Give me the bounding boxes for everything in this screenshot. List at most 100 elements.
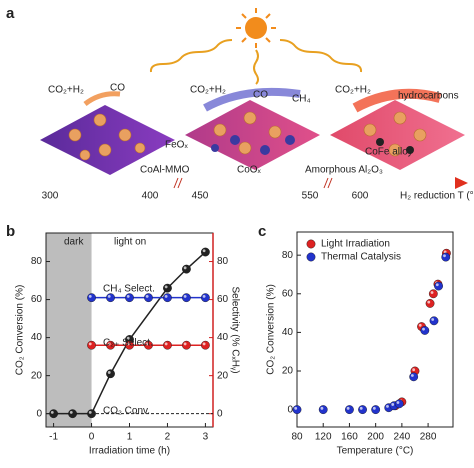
x-tick-label: 1 xyxy=(127,432,133,443)
legend-marker xyxy=(306,239,316,249)
point-highlight xyxy=(418,323,422,327)
point-highlight xyxy=(202,249,206,253)
data-point xyxy=(345,405,354,415)
reactant: CO₂+H₂ xyxy=(190,85,226,96)
data-point xyxy=(409,372,419,382)
point-highlight xyxy=(386,404,389,408)
data-point xyxy=(125,293,134,303)
product-arrow xyxy=(352,88,442,113)
temperature-tick: 600 xyxy=(352,191,369,202)
product: CH₄ xyxy=(292,94,311,105)
point-highlight xyxy=(145,294,149,298)
y-tick-label: 40 xyxy=(282,327,294,338)
catalyst-slab xyxy=(40,105,175,175)
point-highlight xyxy=(145,342,149,346)
material: Amorphous Al₂O₃ xyxy=(305,165,383,176)
point-highlight xyxy=(391,403,395,406)
point-highlight xyxy=(294,406,298,410)
annotation: light on xyxy=(114,237,146,248)
temperature-tick: 400 xyxy=(142,191,159,202)
data-point xyxy=(201,247,210,257)
data-point xyxy=(201,293,210,303)
point-highlight xyxy=(107,342,111,346)
y2-tick-label: 20 xyxy=(217,370,229,381)
legend-label: Thermal Catalysis xyxy=(321,252,401,263)
shaded-region xyxy=(46,233,92,427)
diagram-labels: CO₂+H₂ CO₂+H₂ CO₂+H₂ CO CO CH₄ hydrocarbons FeO… xyxy=(42,83,474,202)
point-highlight xyxy=(88,294,92,298)
annotation: CO₂ Conv. xyxy=(103,406,150,417)
y-tick-label: 60 xyxy=(31,294,43,305)
point-highlight xyxy=(422,327,425,331)
y2-tick-label: 60 xyxy=(217,294,229,305)
annotation: CH₄ Select. xyxy=(103,284,155,295)
material: CoAl-MMO xyxy=(140,165,190,176)
data-point xyxy=(49,409,58,419)
data-point xyxy=(434,281,443,291)
point-highlight xyxy=(88,410,92,414)
x-tick-label: 240 xyxy=(394,432,411,443)
reactant: CO₂+H₂ xyxy=(335,85,371,96)
point-highlight xyxy=(346,406,350,410)
data-point xyxy=(394,399,404,409)
point-highlight xyxy=(126,336,130,340)
y-tick-label: 20 xyxy=(31,370,43,381)
axis-breaks xyxy=(173,177,333,189)
point-highlight xyxy=(435,283,439,287)
legend-label: Light Irradiation xyxy=(321,239,390,250)
panel-label: c xyxy=(258,223,266,240)
sun xyxy=(245,17,267,39)
temperature-tick: 300 xyxy=(42,191,59,202)
plot-frame xyxy=(296,231,454,428)
data-point xyxy=(106,369,115,379)
data-point xyxy=(87,340,96,350)
x-tick-label: 80 xyxy=(291,432,303,443)
y-axis-label: CO₂ Conversion (%) xyxy=(15,285,26,376)
y-tick-label: 0 xyxy=(36,408,42,419)
data-point xyxy=(163,283,172,293)
point-highlight xyxy=(50,410,54,414)
temperature-label: H₂ reduction T (°C) xyxy=(400,191,474,202)
particles xyxy=(68,111,427,161)
point-highlight xyxy=(107,371,111,374)
point-highlight xyxy=(410,374,414,377)
data-point xyxy=(425,299,435,308)
point-highlight xyxy=(183,342,187,346)
x-tick-label: 160 xyxy=(341,432,358,443)
data-point xyxy=(182,293,191,303)
data-point xyxy=(358,405,367,415)
product-arrow xyxy=(203,87,301,112)
point-highlight xyxy=(412,368,416,372)
y2-axis-label: Selectivity (% CₓHᵧ) xyxy=(229,286,240,373)
point-highlight xyxy=(126,342,130,346)
point-highlight xyxy=(431,318,435,321)
x-tick-label: -1 xyxy=(49,432,58,443)
point-highlight xyxy=(88,342,92,346)
data-point xyxy=(201,340,210,350)
catalyst-slab xyxy=(330,100,465,170)
temperature-tick: 450 xyxy=(192,191,209,202)
data-point xyxy=(87,409,96,419)
y-tick-label: 20 xyxy=(282,366,294,377)
point-highlight xyxy=(164,342,168,346)
x-axis-label: Irradiation time (h) xyxy=(89,446,170,457)
x-tick-label: 120 xyxy=(315,432,332,443)
data-point xyxy=(318,405,328,415)
point-highlight xyxy=(443,254,446,258)
y-tick-label: 0 xyxy=(287,404,293,415)
point-highlight xyxy=(359,406,363,410)
catalyst-slab xyxy=(185,100,320,170)
legend-marker xyxy=(306,252,316,262)
temperature-tick: 550 xyxy=(302,191,319,202)
data-point xyxy=(182,340,191,350)
temperature-arrowhead xyxy=(455,177,468,189)
point-highlight xyxy=(443,250,447,254)
y-tick-label: 80 xyxy=(31,256,43,267)
particles-dark xyxy=(211,135,295,155)
y2-tick-label: 80 xyxy=(217,256,229,267)
product: CO xyxy=(253,90,268,101)
data-point xyxy=(420,326,430,335)
point-highlight xyxy=(372,406,376,410)
y-axis-label: CO₂ Conversion (%) xyxy=(266,284,277,375)
